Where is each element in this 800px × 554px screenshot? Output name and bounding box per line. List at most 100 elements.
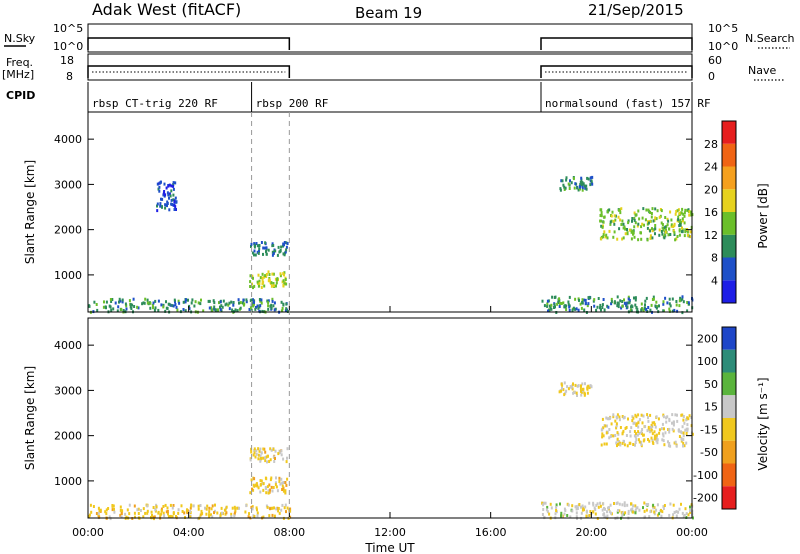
power-cell [667,233,670,237]
power-cell [271,253,274,257]
velocity-cell [638,508,641,512]
power-cell [645,308,648,311]
velocity-cell [654,436,657,440]
cpid-segment-label: rbsp CT-trig 220 RF [92,97,218,110]
velocity-cell [607,506,609,510]
power-cell [586,176,589,180]
power-cell [162,305,165,309]
velocity-cell [111,504,114,507]
power-cell [626,305,629,309]
velocity-cell [614,419,617,423]
power-cell [596,305,599,309]
velocity-cell [256,511,259,515]
power-cell [630,230,633,234]
velocity-cell [689,509,692,512]
power-cell [282,252,285,256]
velocity-cell [635,415,638,419]
power-cell [245,298,248,302]
velocity-cell [583,508,585,512]
velocity-cell [225,511,228,515]
velocity-cell [152,515,155,519]
power-cell [256,244,259,248]
power-cell [680,221,682,224]
velocity-cell [576,507,579,510]
power-cell [617,305,620,309]
velocity-colorbar-frame [721,326,737,510]
power-cell [279,249,282,252]
velocity-cell [615,415,618,419]
velocity-cell [634,504,637,508]
power-cell [602,233,605,236]
velocity-colorbar-swatch [722,440,736,464]
power-cell [251,251,254,255]
power-colorbar-swatch [722,121,736,144]
nave-bottom-tick: 0 [708,70,715,83]
power-cell [217,308,220,312]
power-cell [260,301,263,305]
velocity-cell [280,453,283,457]
velocity-cell [584,505,587,509]
velocity-cell [658,431,661,435]
power-cell [149,301,152,305]
velocity-cell [284,489,287,493]
velocity-cell [641,432,643,436]
power-cell [282,279,285,283]
velocity-cell [251,505,254,509]
velocity-yticks: 1000 2000 3000 4000 [54,339,693,518]
power-cell [262,280,265,284]
velocity-cell [638,440,641,444]
power-cell [128,299,131,303]
power-colorbar-swatch [722,280,736,303]
power-cell [154,299,157,303]
velocity-cell [655,415,658,419]
velocity-cell [109,517,112,521]
power-cell [117,305,120,309]
velocity-colorbar-tick: 50 [704,378,718,391]
velocity-cell [615,426,618,430]
velocity-cell [133,511,136,515]
velocity-cell [234,509,237,513]
velocity-cell [285,460,288,464]
velocity-cell [650,424,653,427]
power-cell [273,301,276,305]
power-cell [631,305,634,309]
power-cell [164,203,167,207]
velocity-cell [631,507,634,511]
velocity-cell [262,456,265,460]
power-cell [667,219,670,223]
velocity-cell [661,438,664,442]
power-cell [655,300,658,304]
velocity-cell [656,441,659,445]
beam-title: Beam 19 [355,4,422,22]
velocity-colorbar-tick: -15 [700,423,718,436]
power-cell [259,304,262,308]
velocity-cell [653,422,656,426]
velocity-cell [683,444,686,448]
power-cell [272,282,275,285]
velocity-cell [660,427,663,431]
power-cell [228,307,231,311]
power-cell [168,183,171,187]
velocity-cell [105,512,108,516]
velocity-panel-frame [87,317,693,519]
power-cell [681,219,684,223]
power-cell [561,179,564,183]
velocity-cell [197,507,200,511]
velocity-cell [667,440,669,444]
power-cell [214,308,217,312]
power-cell [624,227,627,231]
velocity-cell [634,435,637,439]
velocity-cell [213,511,215,515]
power-cell [156,204,158,208]
power-cell [651,227,653,231]
power-cell [641,216,644,220]
power-cell [175,208,177,211]
velocity-cell [691,432,694,436]
velocity-cell [602,434,605,438]
velocity-cell [606,514,609,518]
velocity-cell [586,391,589,395]
power-cell [645,296,648,300]
power-cell [232,303,235,307]
power-cell [258,298,261,301]
velocity-cell [142,507,145,511]
